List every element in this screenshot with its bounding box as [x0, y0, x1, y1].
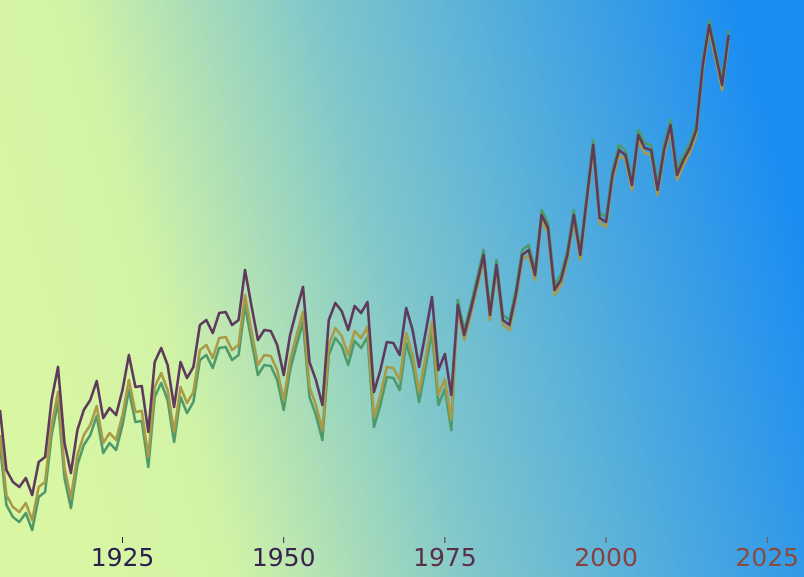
x-tick-label: 2025 [735, 543, 799, 572]
x-tick-label: 2000 [574, 543, 638, 572]
line-series [0, 23, 730, 497]
x-tick-label: 1950 [252, 543, 316, 572]
x-tick-label: 1925 [91, 543, 155, 572]
x-tick-label: 1975 [413, 543, 477, 572]
